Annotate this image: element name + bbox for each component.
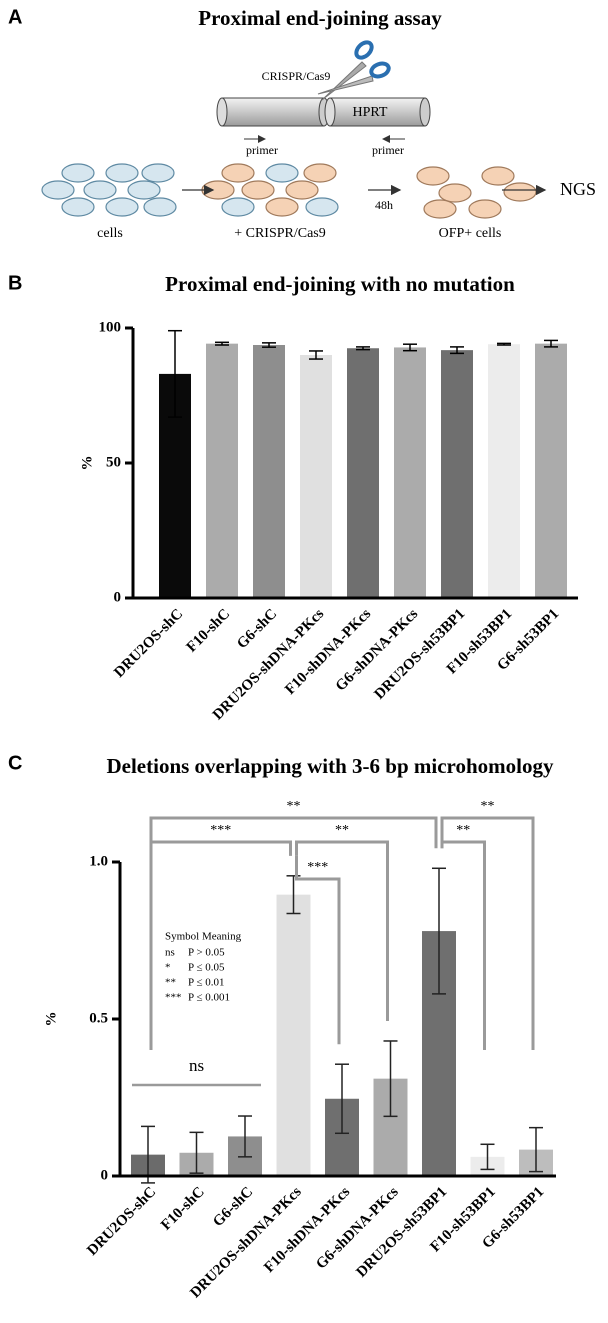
- significance-label: **: [481, 799, 495, 814]
- error-bar: [262, 342, 276, 348]
- error-bar: [141, 1125, 155, 1184]
- legend-meaning: P ≤ 0.01: [188, 977, 225, 989]
- bar: [347, 348, 379, 598]
- bar: [535, 343, 567, 598]
- dna-end: [324, 97, 336, 127]
- x-tick-label: F10-shC: [158, 1184, 208, 1234]
- time-label: 48h: [375, 198, 393, 212]
- x-tick-label: G6-shDNA-PKcs: [313, 1184, 402, 1273]
- y-axis-label: %: [43, 1012, 59, 1027]
- legend-symbol: **: [165, 977, 176, 989]
- legend-meaning: P ≤ 0.001: [188, 992, 230, 1004]
- ns-label: ns: [189, 1056, 204, 1075]
- x-tick-label: G6-shC: [234, 606, 280, 652]
- legend-symbol: ***: [165, 992, 182, 1004]
- step-label: OFP+ cells: [439, 226, 502, 241]
- y-tick-label: 0.5: [89, 1010, 108, 1026]
- significance-label: **: [456, 823, 470, 838]
- dna-segment: [329, 97, 426, 127]
- y-tick-label: 0: [114, 589, 122, 605]
- bar: [441, 350, 473, 598]
- significance-label: **: [335, 823, 349, 838]
- x-tick-label: F10-shDNA-PKcs: [282, 606, 374, 698]
- error-bar: [238, 1115, 252, 1158]
- x-tick-label: F10-shDNA-PKcs: [261, 1184, 353, 1276]
- y-tick-label: 1.0: [89, 853, 108, 869]
- primer-label: primer: [246, 143, 278, 157]
- panel-a: A Proximal end-joining assay HPRT CRISPR…: [8, 6, 596, 241]
- chart-title: Proximal end-joining with no mutation: [165, 272, 515, 296]
- bar: [394, 347, 426, 598]
- bar: [276, 894, 311, 1176]
- primer-label: primer: [372, 143, 404, 157]
- error-bar: [544, 339, 558, 348]
- bar: [253, 345, 285, 598]
- x-tick-label: DRU2OS-sh53BP1: [353, 1184, 450, 1281]
- chart-title: Deletions overlapping with 3-6 bp microh…: [106, 754, 554, 778]
- legend-meaning: P ≤ 0.05: [188, 962, 225, 974]
- step-label: cells: [97, 226, 123, 241]
- x-tick-label: DRU2OS-shC: [84, 1184, 159, 1259]
- error-bar: [309, 350, 323, 360]
- error-bar: [432, 867, 446, 995]
- legend-symbol: *: [165, 962, 171, 974]
- error-bar: [335, 1063, 349, 1135]
- gene-label: HPRT: [353, 105, 388, 120]
- significance-label: ***: [307, 860, 328, 875]
- panel-label: C: [8, 752, 22, 774]
- error-bar: [168, 329, 182, 418]
- x-tick-label: F10-shC: [184, 606, 234, 656]
- legend-meaning: P > 0.05: [188, 947, 225, 959]
- panel-title: Proximal end-joining assay: [198, 6, 442, 30]
- dna-end: [216, 97, 228, 127]
- dna-segment: [221, 97, 325, 127]
- error-bar: [450, 346, 464, 355]
- significance-bracket: [295, 855, 341, 1045]
- significance-bracket: [295, 840, 389, 1021]
- cell-group: [41, 163, 177, 217]
- x-tick-label: G6-shDNA-PKcs: [333, 606, 422, 695]
- error-bar: [356, 346, 370, 351]
- bar: [488, 344, 520, 598]
- legend-symbol: ns: [165, 947, 175, 959]
- bar: [300, 355, 332, 598]
- y-tick-label: 100: [99, 319, 122, 335]
- cell-group: [201, 163, 339, 217]
- error-bar: [497, 342, 511, 346]
- bar: [206, 343, 238, 598]
- error-bar: [189, 1131, 204, 1174]
- panel-label: B: [8, 272, 22, 294]
- y-tick-label: 0: [101, 1167, 109, 1183]
- scissors-icon: [317, 40, 391, 101]
- y-tick-label: 50: [106, 454, 121, 470]
- x-tick-label: DRU2OS-sh53BP1: [371, 606, 468, 703]
- error-bar: [215, 341, 229, 346]
- y-axis-label: %: [79, 456, 95, 471]
- error-bar: [529, 1126, 543, 1173]
- significance-bracket: [440, 816, 535, 1050]
- readout-label: NGS: [560, 179, 596, 199]
- cell-group: [416, 166, 537, 219]
- significance-label: ***: [210, 823, 231, 838]
- x-tick-label: G6-shC: [210, 1184, 256, 1230]
- significance-bracket: [149, 816, 438, 1050]
- legend-title: Symbol Meaning: [165, 931, 242, 943]
- error-bar: [286, 875, 301, 915]
- error-bar: [480, 1143, 495, 1171]
- significance-label: **: [287, 799, 301, 814]
- panel-label: A: [8, 6, 22, 28]
- scissors-label: CRISPR/Cas9: [262, 69, 331, 83]
- error-bar: [403, 343, 417, 352]
- dna-end: [419, 97, 431, 127]
- step-label: + CRISPR/Cas9: [234, 226, 326, 241]
- x-tick-label: DRU2OS-shC: [111, 606, 186, 681]
- error-bar: [383, 1040, 398, 1118]
